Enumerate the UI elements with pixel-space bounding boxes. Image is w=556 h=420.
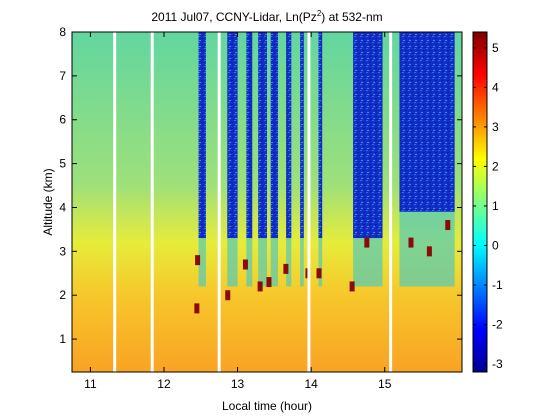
- cloud-base-mark: [266, 277, 272, 288]
- x-tick-label: 14: [304, 377, 318, 391]
- clear-sky-transition: [300, 238, 304, 287]
- data-gap-line: [389, 32, 393, 372]
- colorbar-tick-label: -3: [492, 357, 503, 371]
- cloud-base-mark: [195, 255, 201, 266]
- cloud-base-mark: [364, 237, 370, 248]
- colorbar-axis: -3 -2 -1 0 1 2 3 4 5: [473, 41, 503, 371]
- chart-title: 2011 Jul07, CCNY-Lidar, Ln(Pz2) at 532-n…: [151, 9, 382, 24]
- clear-sky-column: [270, 32, 279, 239]
- clear-sky-transition: [198, 238, 206, 287]
- x-tick-label: 13: [231, 377, 245, 391]
- clear-sky-transition: [246, 238, 253, 287]
- clear-sky-transition: [318, 238, 323, 287]
- clear-sky-transition: [286, 238, 292, 287]
- y-tick-label: 3: [59, 244, 66, 258]
- cloud-base-mark: [426, 246, 432, 257]
- y-tick-label: 4: [59, 200, 66, 214]
- clear-sky-column: [353, 32, 383, 239]
- data-gap-line: [307, 32, 311, 372]
- cloud-base-mark: [349, 281, 355, 292]
- clear-sky-transition: [258, 238, 267, 287]
- colorbar-tick-label: 0: [492, 238, 499, 252]
- clear-sky-column: [399, 32, 455, 212]
- x-tick-label: 11: [84, 377, 97, 391]
- colorbar-tick-label: 5: [492, 41, 499, 55]
- plot-area: [72, 32, 462, 372]
- clear-sky-transition: [227, 238, 238, 287]
- cloud-base-mark: [445, 220, 451, 231]
- clear-sky-column: [227, 32, 238, 239]
- clear-sky-column: [198, 32, 206, 239]
- clear-sky-column: [286, 32, 292, 239]
- data-gap-line: [113, 32, 117, 372]
- data-gap-line: [217, 32, 221, 372]
- data-gap-lines: [113, 32, 393, 372]
- y-axis-label: Altitude (km): [41, 168, 55, 235]
- colorbar-tick-label: -2: [492, 318, 503, 332]
- colorbar-tick-label: 4: [492, 80, 499, 94]
- y-tick-label: 6: [59, 113, 66, 127]
- colorbar: [472, 31, 488, 373]
- y-tick-label: 2: [59, 288, 66, 302]
- clear-sky-column: [318, 32, 323, 239]
- data-gap-line: [150, 32, 154, 372]
- cloud-base-mark: [194, 303, 200, 314]
- clear-sky-transition: [270, 238, 279, 287]
- plot-frame: [71, 31, 463, 373]
- colorbar-tick-label: 2: [492, 159, 499, 173]
- x-tick-label: 15: [378, 377, 392, 391]
- y-tick-label: 8: [59, 25, 66, 39]
- cloud-base-mark: [316, 268, 322, 279]
- clear-sky-column: [300, 32, 304, 239]
- colorbar-tick-label: 3: [492, 120, 499, 134]
- y-tick-label: 1: [59, 332, 66, 346]
- clear-sky-column: [258, 32, 267, 239]
- colorbar-tick-label: -1: [492, 278, 503, 292]
- y-tick-label: 7: [59, 69, 66, 83]
- x-axis-label: Local time (hour): [222, 399, 312, 413]
- cloud-base-mark: [283, 263, 289, 274]
- clear-sky-column: [246, 32, 253, 239]
- cloud-base-mark: [242, 259, 248, 270]
- x-tick-label: 12: [157, 377, 171, 391]
- y-tick-label: 5: [59, 157, 66, 171]
- cloud-base-mark: [408, 237, 414, 248]
- colorbar-tick-label: 1: [492, 199, 499, 213]
- y-axis: 1 2 3 4 5 6 7 8: [59, 25, 462, 346]
- cloud-base-mark: [257, 281, 263, 292]
- cloud-base-mark: [225, 290, 231, 301]
- x-axis: 11 12 13 14 15: [84, 32, 392, 391]
